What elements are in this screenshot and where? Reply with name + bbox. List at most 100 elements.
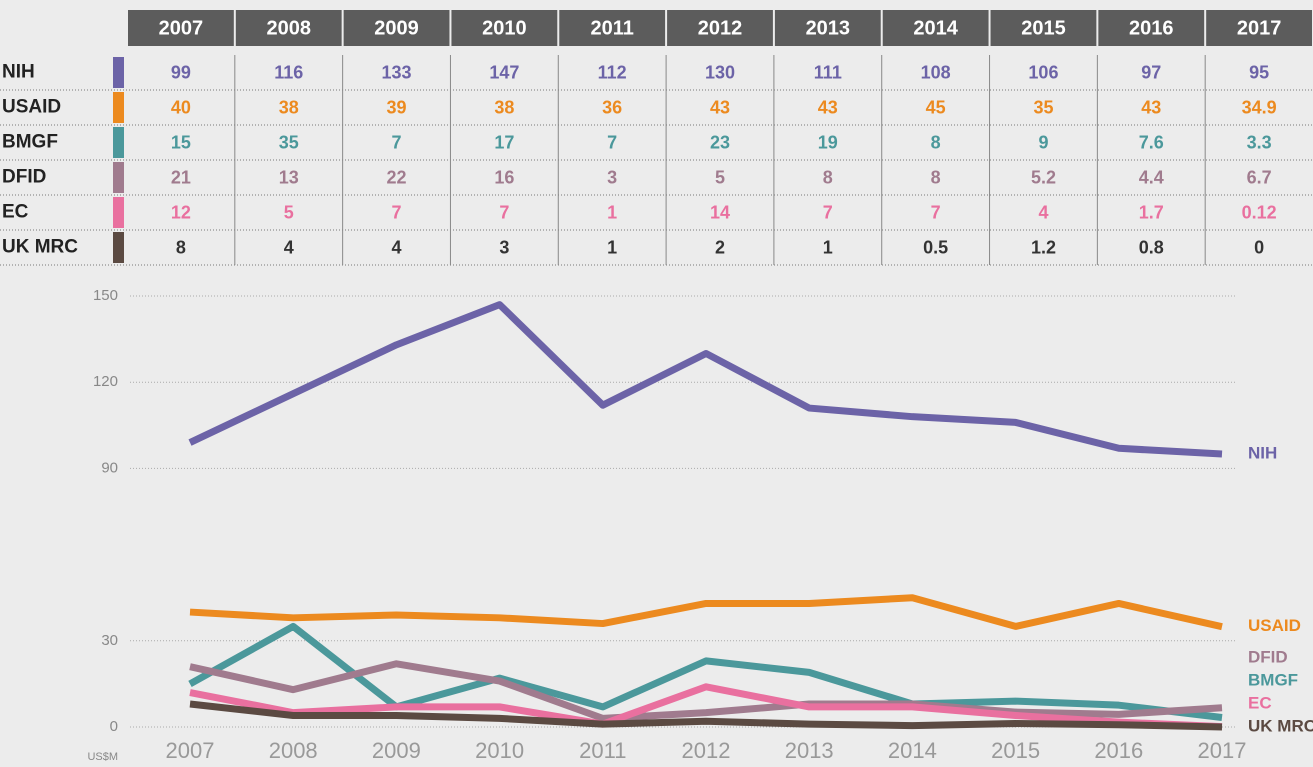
x-tick-label: 2008 <box>269 738 318 763</box>
table-row-label: DFID <box>2 167 46 188</box>
table-header-label: 2017 <box>1237 17 1282 39</box>
table-cell: 99 <box>171 62 191 82</box>
table-cell: 0 <box>1254 237 1264 257</box>
series-line <box>189 594 1223 631</box>
table-cell: 106 <box>1028 62 1058 82</box>
table-header-label: 2007 <box>159 17 204 39</box>
table-header-label: 2016 <box>1129 17 1174 39</box>
table-cell: 4.4 <box>1139 167 1164 187</box>
table-row-label: BMGF <box>2 132 58 153</box>
table-cell: 3 <box>499 237 509 257</box>
y-tick-label: 90 <box>101 459 118 476</box>
table-cell: 3 <box>607 167 617 187</box>
table-cell: 13 <box>279 167 299 187</box>
table-cell: 7 <box>392 202 402 222</box>
x-tick-label: 2012 <box>682 738 731 763</box>
x-tick-label: 2017 <box>1198 738 1247 763</box>
table-header-label: 2011 <box>590 17 633 39</box>
table-cell: 4 <box>392 237 402 257</box>
table-cell: 111 <box>814 62 842 82</box>
y-tick-label: 120 <box>93 373 118 390</box>
series-line <box>188 622 1223 721</box>
table-cell: 3.3 <box>1247 132 1272 152</box>
table-header-label: 2015 <box>1021 17 1066 39</box>
table-header-cell <box>990 10 1097 46</box>
table-cell: 23 <box>710 132 730 152</box>
row-swatch <box>113 197 124 228</box>
row-swatch <box>113 162 124 193</box>
y-tick-label: 150 <box>93 287 118 304</box>
series-line <box>189 683 1223 731</box>
row-swatch <box>113 92 124 123</box>
table-cell: 0.12 <box>1242 202 1277 222</box>
series-end-label: DFID <box>1248 647 1288 666</box>
table-header-cell <box>1206 10 1312 46</box>
table-cell: 6.7 <box>1247 167 1272 187</box>
table-cell: 9 <box>1038 132 1048 152</box>
table-cell: 43 <box>710 97 730 117</box>
table-cell: 0.8 <box>1139 237 1164 257</box>
table-cell: 34.9 <box>1242 97 1277 117</box>
table-cell: 5 <box>715 167 725 187</box>
table-cell: 7 <box>607 132 617 152</box>
x-tick-label: 2016 <box>1094 738 1143 763</box>
table-cell: 1.2 <box>1031 237 1056 257</box>
table-header-label: 2009 <box>374 17 419 39</box>
table-cell: 14 <box>710 202 730 222</box>
table-cell: 38 <box>494 97 514 117</box>
table-header-cell <box>128 10 234 46</box>
table-header-cell <box>667 10 773 46</box>
table-cell: 147 <box>489 62 519 82</box>
series-end-label: EC <box>1248 693 1272 712</box>
table-cell: 116 <box>274 62 303 82</box>
x-tick-label: 2013 <box>785 738 834 763</box>
table-header-cell <box>559 10 666 46</box>
table-cell: 45 <box>926 97 946 117</box>
y-tick-label: 30 <box>101 632 118 649</box>
table-cell: 130 <box>705 62 735 82</box>
table-cell: 4 <box>284 237 294 257</box>
table-cell: 35 <box>1033 97 1053 117</box>
table-cell: 7 <box>499 202 509 222</box>
x-tick-label: 2007 <box>166 738 215 763</box>
table-cell: 43 <box>818 97 838 117</box>
row-swatch <box>113 127 124 158</box>
table-cell: 1 <box>607 202 617 222</box>
table-row-label: UK MRC <box>2 237 78 258</box>
x-tick-label: 2015 <box>991 738 1040 763</box>
x-tick-label: 2010 <box>475 738 524 763</box>
table-cell: 19 <box>818 132 838 152</box>
table-cell: 97 <box>1141 62 1161 82</box>
table-cell: 108 <box>921 62 951 82</box>
table-header-label: 2010 <box>482 17 527 39</box>
table-cell: 2 <box>715 237 725 257</box>
table-header-cell <box>451 10 558 46</box>
table-row-label: USAID <box>2 97 61 118</box>
table-cell: 95 <box>1249 62 1269 82</box>
series-end-label: NIH <box>1248 444 1277 463</box>
table-cell: 21 <box>171 167 191 187</box>
table-cell: 8 <box>931 132 941 152</box>
series-end-label: USAID <box>1248 616 1301 635</box>
table-header-label: 2008 <box>266 17 311 39</box>
table-header-label: 2013 <box>806 17 851 39</box>
table-cell: 22 <box>387 167 407 187</box>
table-header-label: 2012 <box>698 17 743 39</box>
table-header-cell <box>235 10 342 46</box>
table-cell: 112 <box>598 62 627 82</box>
table-cell: 36 <box>602 97 622 117</box>
table-cell: 8 <box>823 167 833 187</box>
table-header-cell <box>1098 10 1205 46</box>
table-header-label: 2014 <box>913 17 958 39</box>
y-tick-label: 0 <box>110 718 118 735</box>
table-header-cell <box>343 10 450 46</box>
table-cell: 5.2 <box>1031 167 1056 187</box>
table-cell: 7.6 <box>1139 132 1164 152</box>
row-swatch <box>113 232 124 263</box>
table-cell: 35 <box>279 132 299 152</box>
table-row-label: NIH <box>2 62 35 83</box>
table-cell: 12 <box>171 202 191 222</box>
table-cell: 40 <box>171 97 191 117</box>
